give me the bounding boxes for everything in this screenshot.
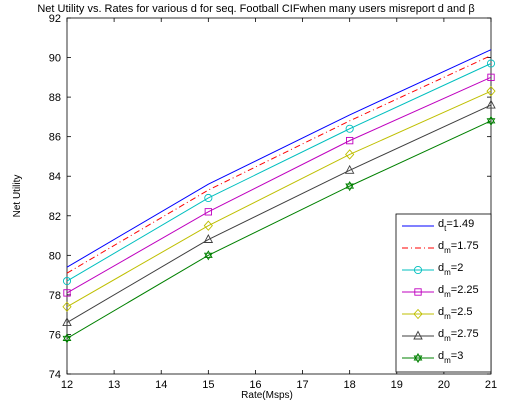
x-tick-label: 13 — [108, 379, 120, 391]
data-point — [346, 136, 354, 145]
data-point — [486, 59, 496, 68]
y-axis-label: Net Utility — [12, 175, 23, 218]
data-point — [345, 124, 354, 133]
x-axis-label: Rate(Msps) — [241, 390, 293, 401]
data-point — [413, 330, 423, 340]
x-tick-label: 18 — [344, 379, 356, 391]
series — [63, 73, 495, 297]
y-tick-label: 76 — [49, 329, 61, 341]
data-point — [204, 208, 212, 216]
legend-entry: dm=2.75 — [402, 328, 479, 343]
legend: dt=1.49 dm=1.75 dm=2 dm=2.25 dm=2.5 dm=2.75 dm… — [395, 213, 492, 373]
x-tick-label: 21 — [485, 379, 497, 391]
data-point — [486, 99, 496, 109]
series-line — [66, 104, 492, 324]
data-point — [62, 333, 72, 344]
series — [62, 115, 496, 344]
data-point — [62, 301, 72, 312]
data-point — [203, 250, 213, 261]
legend-label: dm=2.5 — [438, 306, 473, 321]
data-point — [63, 289, 71, 297]
data-point — [345, 149, 355, 160]
legend-entry: dm=1.75 — [402, 240, 479, 255]
series — [62, 86, 496, 312]
legend-label: dm=1.75 — [438, 240, 479, 255]
y-tick-label: 80 — [49, 250, 61, 262]
series-line — [66, 76, 492, 294]
legend-label: dm=2.25 — [438, 284, 479, 299]
x-tick-label: 19 — [391, 379, 403, 391]
series-line — [66, 63, 492, 282]
legend-entry: dt=1.49 — [402, 218, 474, 233]
series-line — [66, 90, 492, 308]
y-tick-label: 74 — [49, 369, 61, 381]
legend-entry: dm=2.5 — [402, 306, 473, 321]
x-tick-label: 16 — [249, 379, 261, 391]
series — [66, 55, 492, 274]
series-line — [66, 49, 492, 268]
series — [66, 49, 492, 268]
data-point — [62, 276, 72, 286]
legend-label: dm=3 — [438, 350, 463, 365]
data-point — [486, 86, 496, 97]
data-point — [203, 220, 213, 231]
legend-label: dt=1.49 — [438, 218, 474, 233]
data-point — [204, 193, 213, 203]
series-line — [66, 120, 492, 339]
y-tick-label: 90 — [49, 53, 61, 65]
x-tick-label: 17 — [296, 379, 308, 391]
series-line — [66, 55, 492, 274]
series-layer — [62, 49, 496, 344]
y-tick-label: 86 — [49, 132, 61, 144]
data-point — [414, 288, 422, 296]
legend-box — [395, 213, 492, 373]
x-tick-label: 20 — [438, 379, 450, 391]
data-point — [413, 308, 423, 320]
data-point — [345, 181, 355, 192]
y-tick-label: 92 — [49, 13, 61, 25]
legend-entry: dm=3 — [402, 350, 463, 365]
y-tick-label: 78 — [49, 290, 61, 302]
data-point — [413, 265, 423, 275]
legend-label: dm=2 — [438, 262, 463, 277]
chart-title: Net Utility vs. Rates for various d for … — [37, 3, 474, 15]
x-tick-label: 12 — [61, 379, 73, 391]
legend-label: dm=2.75 — [438, 328, 479, 343]
x-tick-label: 14 — [155, 379, 167, 391]
series — [62, 99, 496, 327]
data-point — [486, 115, 496, 126]
data-point — [413, 352, 423, 364]
data-point — [62, 317, 72, 327]
data-point — [487, 73, 495, 81]
data-point — [203, 234, 214, 243]
y-tick-label: 82 — [49, 211, 61, 223]
legend-entry: dm=2 — [402, 262, 463, 277]
legend-entry: dm=2.25 — [402, 284, 479, 299]
x-tick-label: 15 — [202, 379, 214, 391]
data-point — [344, 164, 355, 174]
series — [62, 59, 496, 286]
y-tick-label: 84 — [49, 171, 61, 183]
y-tick-label: 88 — [49, 92, 61, 104]
